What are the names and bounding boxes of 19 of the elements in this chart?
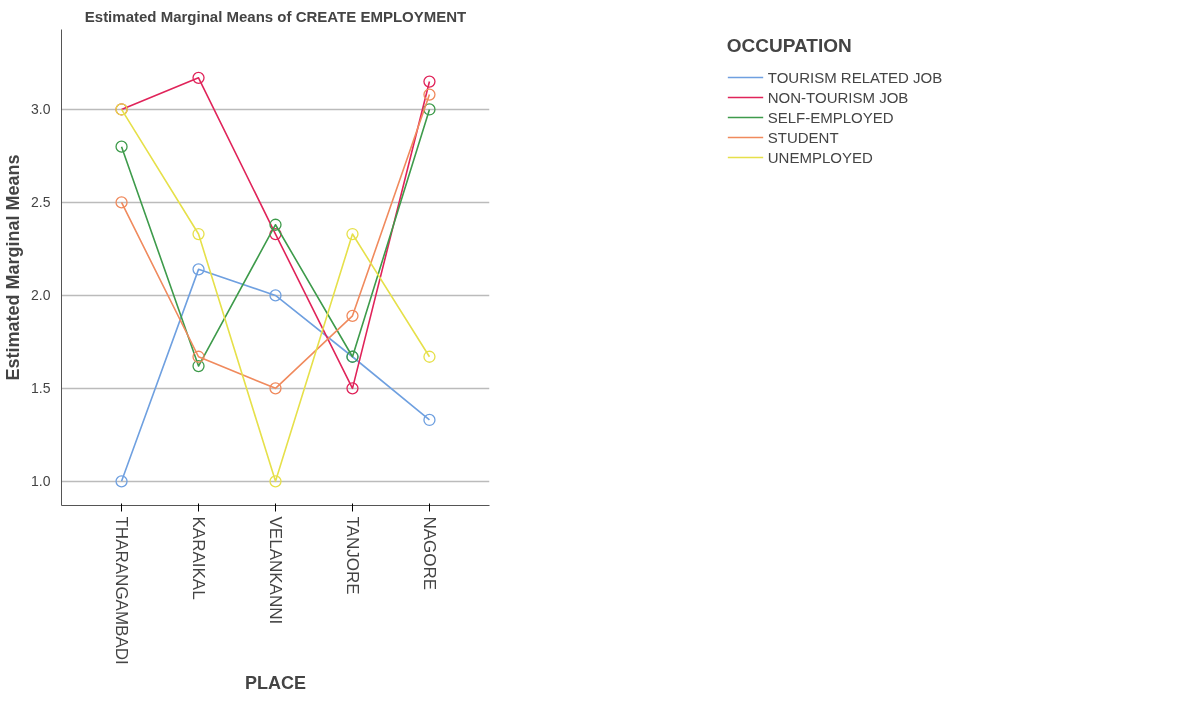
legend-label: NON-TOURISM JOB <box>767 88 909 106</box>
y-axis-title: Estimated Marginal Means <box>3 154 24 381</box>
legend-label: STUDENT <box>767 128 839 146</box>
x-tick-label: NAGORE <box>419 516 439 591</box>
x-axis-title: PLACE <box>245 672 307 693</box>
x-tick-label: VELANKANNI <box>266 516 285 625</box>
y-tick-label: 3.0 <box>31 101 51 118</box>
legend-title: OCCUPATION <box>726 35 853 57</box>
legend-label: TOURISM RELATED JOB <box>767 68 943 86</box>
y-tick-label: 2.0 <box>31 287 51 304</box>
legend-label: UNEMPLOYED <box>767 148 873 166</box>
chart-title: Estimated Marginal Means of CREATE EMPLOYMENT <box>84 7 467 25</box>
y-tick-label: 2.5 <box>31 194 51 211</box>
x-tick-label: THARANGAMBADI <box>112 516 132 665</box>
x-tick-label: TANJORE <box>342 516 362 595</box>
y-tick-label: 1.0 <box>31 473 51 490</box>
y-tick-label: 1.5 <box>31 380 51 397</box>
x-tick-label: KARAIKAL <box>189 516 209 600</box>
legend-label: SELF-EMPLOYED <box>767 108 894 126</box>
